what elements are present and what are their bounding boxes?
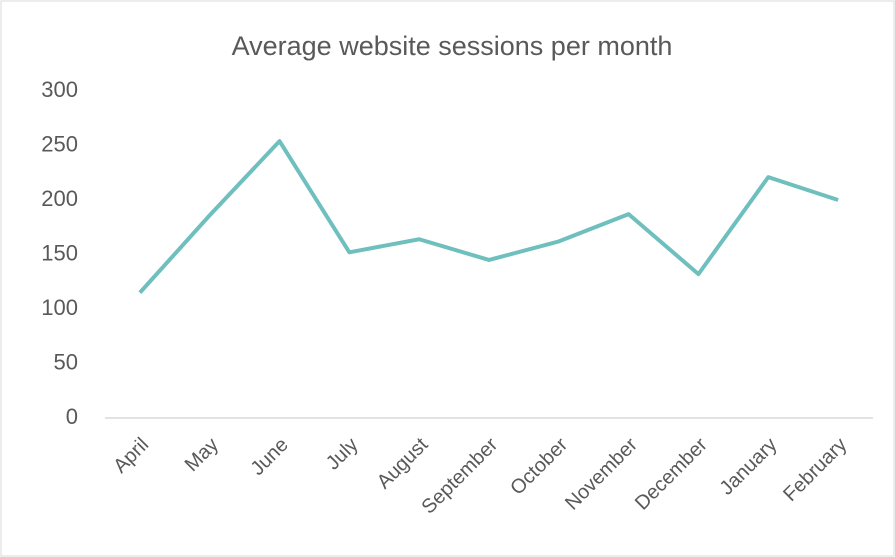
series-line — [138, 139, 839, 294]
y-tick-label: 0 — [66, 404, 78, 429]
chart-title: Average website sessions per month — [232, 31, 673, 61]
y-tick-label: 50 — [54, 349, 78, 374]
y-tick-label: 300 — [41, 77, 78, 102]
y-tick-label: 100 — [41, 295, 78, 320]
y-tick-label: 150 — [41, 240, 78, 265]
y-tick-label: 200 — [41, 186, 78, 211]
y-tick-label: 250 — [41, 131, 78, 156]
